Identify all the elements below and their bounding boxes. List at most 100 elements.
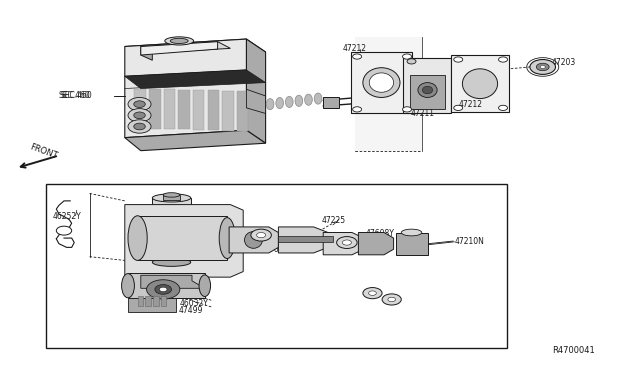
Bar [351,52,412,113]
Circle shape [403,54,412,59]
Polygon shape [278,227,333,253]
Bar [128,273,205,298]
Text: 47608Y: 47608Y [366,229,395,238]
Bar [278,236,333,242]
Bar [152,198,191,262]
Ellipse shape [401,229,422,236]
Bar [193,90,204,130]
Polygon shape [141,275,205,288]
Ellipse shape [305,94,312,105]
Polygon shape [246,89,266,113]
Bar [207,90,219,130]
Text: 47608Y: 47608Y [265,245,294,254]
Ellipse shape [418,83,437,97]
Circle shape [155,285,172,294]
Circle shape [382,294,401,305]
Ellipse shape [128,216,147,260]
Circle shape [134,101,145,108]
Circle shape [499,105,508,110]
Circle shape [353,107,362,112]
Circle shape [407,59,416,64]
Ellipse shape [363,68,400,97]
Circle shape [147,280,180,299]
Polygon shape [141,42,230,53]
Text: 46059X: 46059X [265,238,294,247]
Text: SEC.460: SEC.460 [59,92,91,100]
Ellipse shape [422,86,433,94]
Ellipse shape [276,97,284,109]
Circle shape [128,120,151,133]
Bar [149,89,161,129]
Circle shape [369,291,376,295]
Circle shape [540,65,545,68]
Bar [138,216,227,260]
Circle shape [342,240,351,245]
Bar [163,195,180,200]
Text: SEC.460: SEC.460 [61,92,93,100]
Ellipse shape [369,73,394,92]
Circle shape [454,105,463,110]
Bar [145,296,151,306]
Circle shape [134,112,145,119]
Bar [396,232,428,255]
Text: 474792: 474792 [366,237,396,246]
Circle shape [159,287,167,292]
Circle shape [251,229,271,241]
Bar [161,296,166,306]
Bar [128,298,176,312]
Polygon shape [125,205,243,277]
Bar [138,296,143,306]
Text: 47211: 47211 [410,109,435,118]
Polygon shape [141,46,152,60]
Text: 46252Y: 46252Y [52,212,81,221]
Bar [134,89,146,128]
Ellipse shape [219,218,236,259]
Text: 47499: 47499 [179,306,203,315]
Polygon shape [246,39,266,143]
Bar [153,296,159,306]
Text: 46032Y: 46032Y [179,299,208,308]
Polygon shape [125,70,266,89]
Text: 47203: 47203 [552,58,576,67]
Ellipse shape [462,69,498,99]
Polygon shape [125,130,266,151]
Circle shape [337,237,357,248]
Circle shape [454,57,463,62]
Circle shape [128,97,151,111]
Circle shape [499,57,508,62]
Circle shape [353,54,362,59]
Bar [410,75,445,109]
Circle shape [56,226,72,235]
Ellipse shape [314,93,322,104]
Bar [46,184,507,348]
Bar [179,90,190,129]
Ellipse shape [122,274,134,298]
Text: 47225: 47225 [322,216,346,225]
Polygon shape [125,39,266,60]
Ellipse shape [170,38,188,44]
Text: R4700041: R4700041 [552,346,595,355]
Circle shape [388,297,396,302]
Bar [164,89,175,129]
Text: 47212: 47212 [342,44,367,53]
Polygon shape [358,232,394,255]
Ellipse shape [152,194,191,202]
Circle shape [530,60,556,74]
Ellipse shape [152,258,191,266]
Bar [237,91,248,131]
Circle shape [257,232,266,238]
Text: 47212: 47212 [458,100,483,109]
Ellipse shape [285,96,293,108]
Ellipse shape [266,99,274,110]
Bar [451,55,509,112]
Circle shape [134,123,145,130]
Polygon shape [141,42,218,55]
Text: FRONT: FRONT [28,142,59,161]
Polygon shape [323,232,364,255]
Polygon shape [125,39,246,138]
Ellipse shape [244,231,262,248]
Ellipse shape [295,95,303,106]
Bar [222,91,234,131]
Bar [403,58,451,113]
Ellipse shape [163,193,180,197]
